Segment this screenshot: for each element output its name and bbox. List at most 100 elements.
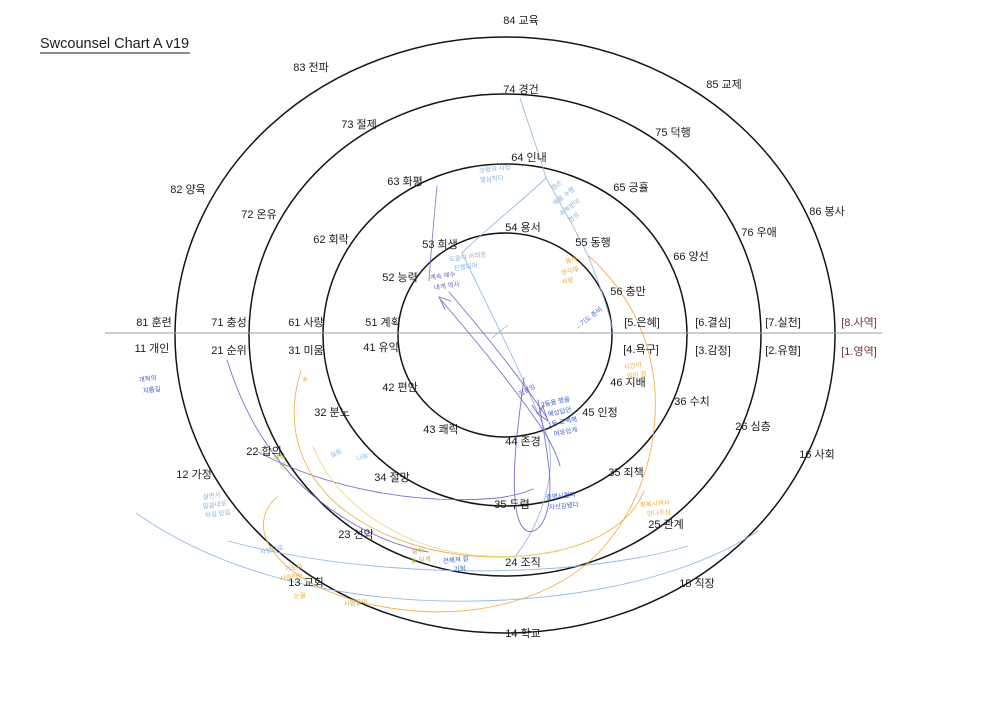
zone-label-1: [1.영역] xyxy=(841,345,877,358)
handwritten-note: 시간이 xyxy=(623,360,642,371)
lightblue-curve-2 xyxy=(461,177,547,254)
ring-outer xyxy=(174,36,836,634)
handwritten-note: 말씀대로 xyxy=(202,499,227,510)
node-label-51: 51 계획 xyxy=(365,316,401,329)
zone-label-6: [6.결심] xyxy=(695,316,731,329)
annotation-curves xyxy=(135,97,759,613)
node-label-36: 36 수치 xyxy=(674,395,710,408)
handwritten-note: 기도와 xyxy=(284,562,303,573)
lightblue-curve-5 xyxy=(227,540,689,572)
orange-big-loop xyxy=(262,255,656,613)
node-label-25: 25 관계 xyxy=(648,518,684,531)
node-label-71: 71 충성 xyxy=(211,316,247,329)
zone-label-5: [5.은혜] xyxy=(624,316,660,329)
node-label-31: 31 미움 xyxy=(288,344,324,357)
node-label-53: 53 희생 xyxy=(422,238,458,251)
handwritten-note: 예상 xyxy=(273,451,286,462)
purple-left-sweep xyxy=(226,359,429,553)
node-label-45: 45 인정 xyxy=(582,406,618,419)
handwritten-note: 기회 xyxy=(453,563,466,573)
handwritten-note: 회복시켜서 xyxy=(639,498,670,510)
node-label-26: 26 심층 xyxy=(735,420,771,433)
node-label-35b: 35 죄책 xyxy=(608,466,644,479)
lightblue-tick xyxy=(491,324,509,339)
handwritten-note: 눈물 xyxy=(294,592,307,601)
node-label-63: 63 화평 xyxy=(387,175,423,188)
node-label-55: 55 동행 xyxy=(575,236,611,249)
handwritten-note: 삶이 xyxy=(411,545,424,555)
node-label-83: 83 전파 xyxy=(293,61,329,74)
purple-drop-line xyxy=(428,185,438,282)
node-label-61: 61 사랑 xyxy=(288,316,324,329)
page-title: Swcounsel Chart A v19 xyxy=(40,36,189,52)
zone-label-8: [8.사역] xyxy=(841,316,877,329)
zone-label-4: [4.욕구] xyxy=(623,343,659,356)
handwritten-note: 겸손 xyxy=(550,179,564,193)
node-label-15: 15 직장 xyxy=(679,577,715,590)
node-label-11: 11 개인 xyxy=(135,342,170,355)
node-label-35a: 35 두렴 xyxy=(494,498,530,511)
node-label-76: 76 우애 xyxy=(741,226,777,239)
ring-3 xyxy=(248,93,762,577)
node-label-82: 82 양육 xyxy=(170,183,206,196)
rings xyxy=(174,36,836,634)
node-label-65: 65 긍휼 xyxy=(613,181,649,194)
node-label-84: 84 교육 xyxy=(503,14,539,27)
node-label-85: 85 교제 xyxy=(706,78,742,91)
handwritten-note: 놀라 xyxy=(565,254,579,265)
purple-lower-link xyxy=(257,451,534,501)
handwritten-note: 나눔 xyxy=(355,450,369,463)
node-label-52: 52 능력 xyxy=(382,271,418,284)
yellow-curve xyxy=(312,445,560,557)
node-label-13: 13 교회 xyxy=(288,576,324,589)
node-label-23: 23 선악 xyxy=(338,528,374,541)
node-label-54: 54 용서 xyxy=(505,221,541,234)
handwritten-note: 지름길 xyxy=(142,384,161,395)
handwritten-note: 사랑 xyxy=(561,275,575,286)
node-label-62: 62 회락 xyxy=(313,233,349,246)
handwritten-note: 전해져 갈 xyxy=(442,554,469,566)
node-label-46: 46 지배 xyxy=(610,376,646,389)
ring-2 xyxy=(322,163,688,507)
purple-arrowhead-down xyxy=(536,406,549,423)
zone-label-3: [3.감정] xyxy=(695,344,731,357)
handwritten-note: 늘 되게 xyxy=(410,554,431,565)
purple-hairpin-loop xyxy=(513,377,551,532)
node-label-75: 75 덕행 xyxy=(655,126,691,139)
handwritten-note: 생각해 xyxy=(560,264,579,277)
orange-inner-loop xyxy=(293,370,645,558)
node-label-66: 66 양선 xyxy=(673,250,709,263)
node-label-12: 12 가정 xyxy=(176,468,212,481)
node-label-73: 73 절제 xyxy=(341,118,377,131)
purple-arrowhead-loop xyxy=(531,404,545,415)
handwritten-note: 계속 예수 xyxy=(429,269,456,281)
handwritten-note: 접붙임 xyxy=(517,382,537,397)
node-label-42: 42 편안 xyxy=(382,381,418,394)
node-label-43: 43 쾌락 xyxy=(423,423,459,436)
purple-arrowhead-up xyxy=(438,296,452,310)
node-label-24: 24 조직 xyxy=(505,556,541,569)
node-label-16: 16 사회 xyxy=(799,448,835,461)
node-label-32: 32 분노 xyxy=(314,407,350,419)
node-labels: 84 교육 83 전파 85 교제 74 경건 73 절제 75 덕행 64 인… xyxy=(135,14,877,640)
purple-diagonal-2 xyxy=(448,291,548,419)
zone-label-7: [7.실천] xyxy=(765,315,801,329)
handwritten-note: 사람들이 xyxy=(343,597,368,608)
zone-label-2: [2.유형] xyxy=(765,344,801,357)
lightblue-curve-3 xyxy=(461,252,551,559)
ring-inner xyxy=(397,232,613,438)
node-label-41: 41 유익 xyxy=(363,341,399,354)
node-label-14: 14 학교 xyxy=(505,627,541,640)
lightblue-curve-4 xyxy=(135,512,759,602)
purple-diagonal-1 xyxy=(440,299,561,467)
node-label-56: 56 충만 xyxy=(610,285,646,298)
node-label-21: 21 순위 xyxy=(211,344,247,357)
node-label-72: 72 온유 xyxy=(241,208,277,221)
node-label-74: 74 경건 xyxy=(503,83,539,96)
handwritten-note: 많이 참 xyxy=(626,369,647,381)
node-label-34: 34 절망 xyxy=(374,471,410,484)
node-label-86: 86 봉사 xyxy=(809,205,845,218)
handwritten-note: 도움이 어려운 xyxy=(448,249,487,263)
